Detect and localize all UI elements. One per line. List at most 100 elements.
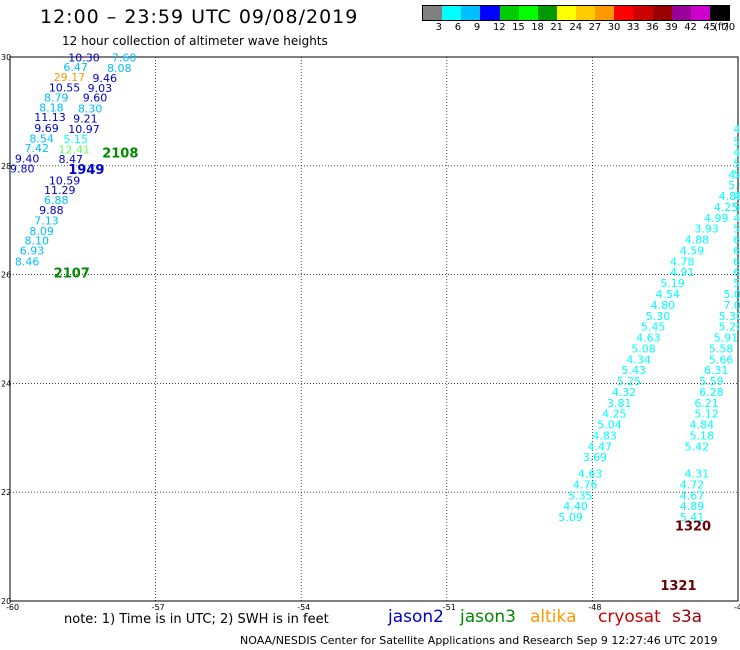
pass-id-label: 1321	[660, 579, 696, 594]
pass-id-label: 1949	[68, 163, 104, 178]
pass-id-label: 2107	[54, 266, 90, 281]
color-scale-label: 39	[665, 22, 678, 33]
color-swatch	[595, 6, 615, 20]
wave-height-point: 4.80	[651, 299, 676, 312]
color-swatch	[480, 6, 500, 20]
color-scale-label: 70	[722, 22, 736, 33]
color-scale-label: 30	[607, 22, 621, 33]
wave-height-point: 4.34	[626, 353, 651, 366]
wave-height-point: 5.30	[646, 310, 671, 323]
color-scale-label: 18	[531, 22, 544, 33]
wave-height-point: 5.42	[685, 440, 710, 453]
color-swatch	[423, 6, 443, 20]
plot-frame	[9, 56, 739, 602]
color-scale-label: 12	[492, 22, 506, 33]
color-swatch	[690, 6, 710, 20]
wave-height-point: 9.69	[34, 122, 59, 135]
wave-height-point: 6.5	[733, 255, 740, 268]
color-scale-label: 24	[569, 22, 583, 33]
wave-height-point: 12.41	[59, 143, 91, 156]
wave-height-point: 4.89	[680, 500, 705, 513]
wave-height-point: 4.88	[719, 190, 740, 203]
footer-note: note: 1) Time is in UTC; 2) SWH is in fe…	[64, 612, 329, 627]
wave-height-point: 4.63	[636, 332, 661, 345]
wave-height-point: 4	[733, 212, 740, 225]
wave-height-point: 8.47	[59, 153, 84, 166]
wave-height-point: 4.84	[689, 419, 714, 432]
x-tick-label: -48	[588, 603, 601, 612]
satellite-legend-item: jason2	[388, 607, 444, 627]
wave-height-point: 11.29	[44, 184, 75, 197]
pass-id-label: 2108	[102, 147, 138, 162]
wave-height-point: 4.76	[573, 478, 598, 491]
color-scale-label: 9	[473, 22, 481, 33]
wave-height-point: 10.97	[68, 123, 100, 136]
wave-height-point: 9.60	[83, 92, 108, 105]
wave-height-point: 7.13	[34, 215, 59, 228]
satellite-legend-item: s3a	[672, 607, 703, 627]
wave-height-point: 4.83	[592, 429, 617, 442]
wave-height-point: 4.47	[588, 440, 613, 453]
wave-height-point: 5.66	[709, 353, 734, 366]
color-swatch	[576, 6, 596, 20]
wave-height-point: 6.28	[699, 386, 724, 399]
wave-height-point: 4	[733, 123, 740, 136]
wave-height-point: 5.59	[699, 375, 724, 388]
color-swatch	[442, 6, 462, 20]
wave-height-point: 8.30	[78, 102, 103, 115]
satellite-legend-item: jason3	[460, 607, 516, 627]
color-scale-bar	[422, 5, 730, 21]
wave-height-point: 3.93	[694, 223, 719, 236]
wave-height-point: 9.88	[39, 204, 64, 217]
wave-height-point: 4.72	[680, 478, 705, 491]
wave-height-point: 3.81	[607, 397, 632, 410]
wave-height-point: 4.31	[685, 468, 710, 481]
wave-height-point: 11.13	[34, 111, 65, 124]
wave-height-point: 5.41	[680, 511, 705, 524]
wave-height-point: 5.08	[723, 288, 740, 301]
wave-height-point: 8.54	[29, 132, 54, 145]
color-swatch	[499, 6, 519, 20]
color-scale-label: 21	[550, 22, 564, 33]
x-tick-label: -57	[152, 603, 165, 612]
wave-height-point: 5.12	[694, 408, 719, 421]
wave-height-point: 5.18	[689, 429, 714, 442]
color-scale-label: 27	[588, 22, 602, 33]
wave-height-point: 8.08	[107, 62, 132, 75]
wave-height-point: 5.08	[631, 342, 656, 355]
color-scale-label: 36	[645, 22, 659, 33]
wave-height-point: 6.31	[704, 364, 729, 377]
color-scale-label: 15	[512, 22, 525, 33]
wave-height-point: 5.19	[660, 277, 685, 290]
color-swatch	[652, 6, 672, 20]
satellite-legend-item: altika	[530, 607, 577, 627]
wave-height-point: 4.99	[704, 212, 729, 225]
wave-height-point: 9.03	[88, 82, 113, 95]
wave-height-point: 4.91	[670, 266, 695, 279]
wave-height-point: 5.09	[558, 511, 583, 524]
wave-height-point: 5	[733, 201, 740, 214]
wave-height-point: 6	[733, 234, 740, 247]
wave-height-point: 10.30	[68, 51, 100, 64]
wave-height-point: 5.0	[728, 179, 740, 192]
wave-height-point: 4.67	[680, 489, 705, 502]
wave-height-point: 5.25	[617, 375, 642, 388]
wave-height-point: 8.18	[39, 101, 64, 114]
wave-height-point: 4.25	[714, 201, 739, 214]
wave-height-point: 4.8	[733, 190, 740, 203]
wave-height-point: 6.88	[44, 194, 68, 207]
color-scale-label: 6	[454, 22, 462, 33]
wave-height-point: 6.47	[63, 61, 88, 74]
x-tick-label: -54	[297, 603, 310, 612]
wave-height-point: 10.59	[49, 174, 81, 187]
wave-height-point: 6.93	[20, 244, 44, 257]
wave-height-point: 5.4	[733, 277, 740, 290]
wave-height-point: 7.42	[25, 142, 49, 155]
wave-height-point: 5.15	[63, 133, 88, 146]
wave-height-point: 5	[733, 136, 740, 149]
wave-height-point: 4.63	[578, 468, 603, 481]
wave-height-point: 9.46	[93, 72, 118, 85]
color-scale-label: 42	[684, 22, 697, 33]
x-tick-label: -45	[734, 603, 740, 612]
wave-height-point: 8.46	[15, 255, 40, 268]
